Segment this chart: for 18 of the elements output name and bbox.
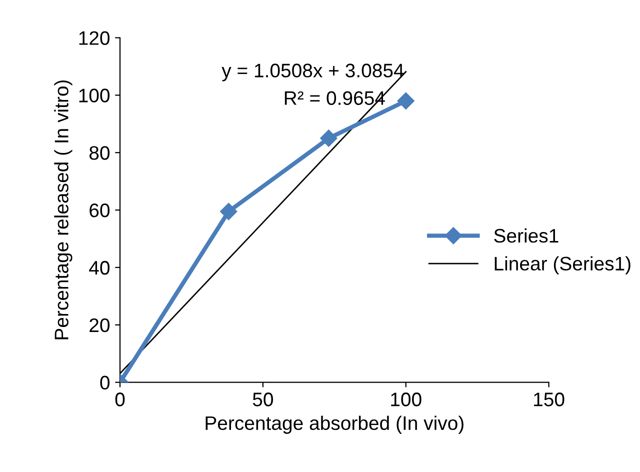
y-tick-label: 60	[90, 204, 110, 218]
legend-label: Series1	[494, 228, 558, 243]
y-axis-title: Percentage released ( In vitro)	[54, 80, 72, 340]
y-tick-label: 120	[79, 31, 110, 45]
point	[320, 130, 338, 147]
y-tick-label: 0	[100, 376, 110, 390]
point	[397, 92, 414, 110]
legend-label: Linear (Series1)	[494, 256, 630, 274]
x-tick-label: 0	[115, 392, 125, 406]
annotation: y = 1.0508x + 3.0854	[222, 64, 404, 82]
y-tick-label: 80	[89, 146, 110, 160]
x-tick-label: 100	[391, 392, 422, 406]
y-tick-label: 40	[89, 260, 110, 275]
y-tick-label: 100	[79, 88, 110, 102]
x-tick-label: 150	[534, 392, 564, 406]
x-axis-title: Percentage absorbed (In vivo)	[206, 416, 464, 434]
x-tick-label: 50	[252, 392, 273, 406]
y-tick-label: 20	[90, 318, 110, 332]
